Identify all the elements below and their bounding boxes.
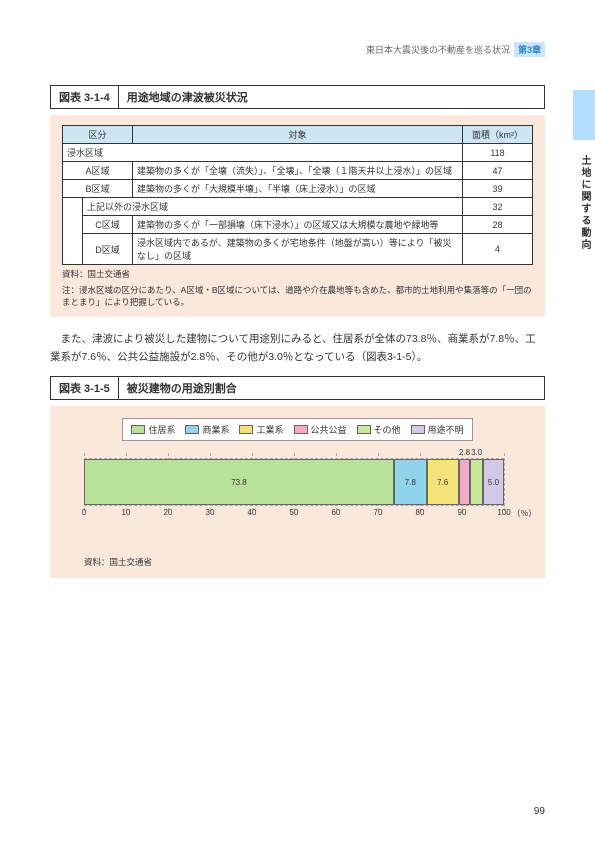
legend-label: 工業系 (256, 423, 283, 436)
table-source: 資料：国土交通省 (62, 269, 533, 281)
page-number: 99 (534, 806, 545, 817)
chart-plot-area: 73.87.87.62.83.05.0 0 10 20 30 40 50 60 70 80 90 1… (64, 453, 531, 548)
tsunami-table: 区分 対象 面積（km²） 浸水区域 118 A区域 建築物の多くが「全壊（流失… (62, 125, 533, 265)
page-header: 東日本大震災後の不動産を巡る状況 第3章 (366, 42, 545, 57)
table-cell: 浸水区域 (63, 144, 463, 162)
table-cell: 39 (463, 180, 533, 198)
x-tick: 60 (332, 508, 341, 517)
bar-segment: 2.8 (459, 459, 471, 505)
figure-caption: 用途地域の津波被災状況 (119, 86, 256, 108)
legend-label: 商業系 (202, 423, 229, 436)
table-cell: B区域 (63, 180, 133, 198)
x-tick: 0 (82, 508, 86, 517)
table-cell: 建築物の多くが「全壊（流失）」、「全壊」、「全壊（１階天井以上浸水）」の区域 (133, 162, 463, 180)
x-tick: 90 (458, 508, 467, 517)
x-axis-unit: （％） (512, 508, 536, 519)
table-cell: 上記以外の浸水区域 (83, 198, 463, 216)
table-cell: 118 (463, 144, 533, 162)
th-kubun: 区分 (63, 126, 133, 144)
chart-legend: 住居系 商業系 工業系 公共公益 その他 用途不明 (122, 418, 472, 441)
bar-segment-label: 3.0 (471, 448, 482, 457)
bar-segment: 3.0 (470, 459, 483, 505)
table-cell: 28 (463, 216, 533, 234)
table-cell: 浸水区域内であるが、建築物の多くが宅地条件（地盤が高い）等により「被災なし」の区… (133, 234, 463, 265)
legend-item: 公共公益 (294, 423, 347, 436)
legend-item: 工業系 (239, 423, 283, 436)
x-tick: 80 (416, 508, 425, 517)
x-tick: 50 (290, 508, 299, 517)
x-tick: 10 (122, 508, 131, 517)
legend-label: 公共公益 (311, 423, 347, 436)
bar-segment-label: 2.8 (459, 448, 470, 457)
legend-label: その他 (374, 423, 401, 436)
x-tick: 30 (206, 508, 215, 517)
chart-container: 住居系 商業系 工業系 公共公益 その他 用途不明 73.87.87.62.83.05.0… (50, 406, 545, 578)
x-tick: 20 (164, 508, 173, 517)
bar-segment: 5.0 (483, 459, 504, 505)
legend-swatch (294, 425, 308, 434)
chapter-badge: 第3章 (514, 42, 545, 57)
chart-source: 資料：国土交通省 (84, 556, 531, 568)
th-area: 面積（km²） (463, 126, 533, 144)
breadcrumb: 東日本大震災後の不動産を巡る状況 (366, 43, 510, 56)
figure-title-bar: 図表 3-1-5 被災建物の用途別割合 (50, 376, 545, 400)
figure-number: 図表 3-1-4 (51, 86, 119, 108)
table-cell: A区域 (63, 162, 133, 180)
table-cell: 47 (463, 162, 533, 180)
figure-title-bar: 図表 3-1-4 用途地域の津波被災状況 (50, 85, 545, 109)
x-axis: 0102030405060708090100（％） (84, 508, 504, 528)
body-paragraph: また、津波により被災した建物について用途別にみると、住居系が全体の73.8％、商… (50, 331, 545, 367)
legend-swatch (239, 425, 253, 434)
bar-segment: 7.6 (427, 459, 459, 505)
table-cell: 4 (463, 234, 533, 265)
stacked-bar: 73.87.87.62.83.05.0 (84, 458, 504, 506)
table-cell: C区域 (83, 216, 133, 234)
gridline (504, 453, 505, 511)
table-cell: 32 (463, 198, 533, 216)
table-note: 注：浸水区域の区分にあたり、A区域・B区域については、道路や介在農地等も含めた、… (62, 285, 533, 309)
table-cell: D区域 (83, 234, 133, 265)
legend-item: 用途不明 (411, 423, 464, 436)
table-cell: 建築物の多くが「大規模半壊」、「半壊（床上浸水）」の区域 (133, 180, 463, 198)
legend-swatch (411, 425, 425, 434)
bar-segment: 73.8 (84, 459, 394, 505)
legend-swatch (357, 425, 371, 434)
legend-label: 住居系 (148, 423, 175, 436)
x-tick: 40 (248, 508, 257, 517)
legend-label: 用途不明 (428, 423, 464, 436)
table-cell-spacer (63, 198, 83, 265)
table-container: 区分 対象 面積（km²） 浸水区域 118 A区域 建築物の多くが「全壊（流失… (50, 115, 545, 317)
legend-item: その他 (357, 423, 401, 436)
legend-item: 住居系 (131, 423, 175, 436)
figure-number: 図表 3-1-5 (51, 377, 119, 399)
x-tick: 70 (374, 508, 383, 517)
legend-item: 商業系 (185, 423, 229, 436)
x-tick: 100 (497, 508, 510, 517)
th-target: 対象 (133, 126, 463, 144)
bar-segment: 7.8 (394, 459, 427, 505)
figure-caption: 被災建物の用途別割合 (119, 377, 245, 399)
legend-swatch (131, 425, 145, 434)
legend-swatch (185, 425, 199, 434)
table-cell: 建築物の多くが「一部損壊（床下浸水）」の区域又は大規模な農地や緑地等 (133, 216, 463, 234)
